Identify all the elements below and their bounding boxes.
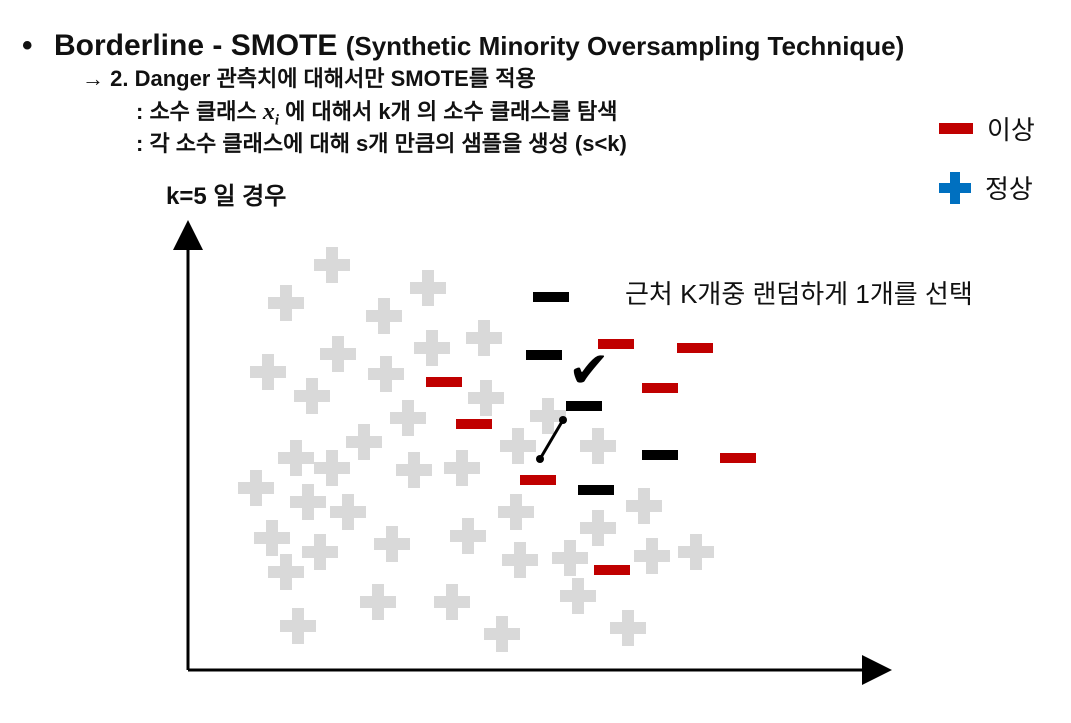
plus-icon xyxy=(552,540,588,576)
plus-icon xyxy=(268,554,304,590)
plus-icon xyxy=(468,380,504,416)
target-dot xyxy=(559,416,567,424)
origin-dot xyxy=(536,455,544,463)
plus-icon xyxy=(580,510,616,546)
plus-icon xyxy=(466,320,502,356)
plus-icon xyxy=(254,520,290,556)
plus-icon xyxy=(368,356,404,392)
page-title: Borderline - SMOTE xyxy=(54,29,338,62)
plus-icon xyxy=(294,378,330,414)
plus-icon xyxy=(610,610,646,646)
plus-icon xyxy=(580,428,616,464)
k-label: k=5 일 경우 xyxy=(166,183,287,210)
minority-minus-icon xyxy=(456,419,492,429)
plus-icon xyxy=(634,538,670,574)
plus-icon xyxy=(366,298,402,334)
minority-minus-icon xyxy=(426,377,462,387)
plus-icon xyxy=(484,616,520,652)
legend-item-normal: 정상 xyxy=(939,169,1033,206)
neighbor-minus-icon xyxy=(566,401,602,411)
plus-icon xyxy=(410,270,446,306)
minority-minus-icon xyxy=(642,383,678,393)
plus-icon xyxy=(278,440,314,476)
plus-icon xyxy=(290,484,326,520)
plus-icon xyxy=(320,336,356,372)
step-line: → 2. Danger 관측치에 대해서만 SMOTE를 적용 xyxy=(82,66,536,91)
plus-icon xyxy=(374,526,410,562)
description-1-prefix: : 소수 클래스 xyxy=(136,99,263,124)
plus-icon xyxy=(268,285,304,321)
neighbor-minus-icon xyxy=(578,485,614,495)
minority-minus-icon xyxy=(720,453,756,463)
legend-label-abnormal: 이상 xyxy=(987,115,1035,145)
math-subscript: i xyxy=(274,112,280,129)
plus-icon xyxy=(396,452,432,488)
plus-icon xyxy=(939,171,971,204)
math-variable: x xyxy=(262,99,275,125)
plus-icon xyxy=(414,330,450,366)
connection-line xyxy=(538,419,565,460)
legend-label-normal: 정상 xyxy=(985,174,1033,204)
plus-icon xyxy=(502,542,538,578)
minority-minus-icon xyxy=(520,475,556,485)
description-1-suffix: 에 대해서 k개 의 소수 클래스를 탐색 xyxy=(279,99,618,124)
plus-icon xyxy=(250,354,286,390)
plus-icon xyxy=(346,424,382,460)
majority-points xyxy=(238,247,714,652)
title-line: • Borderline - SMOTE (Synthetic Minority … xyxy=(22,31,904,61)
plus-icon xyxy=(280,608,316,644)
minority-minus-icon xyxy=(598,339,634,349)
checkmark-icon: ✔ xyxy=(568,341,610,399)
description-line-1: : 소수 클래스 xi 에 대해서 k개 의 소수 클래스를 탐색 xyxy=(136,100,617,128)
plus-icon xyxy=(626,488,662,524)
page-subtitle: (Synthetic Minority Oversampling Techniq… xyxy=(345,31,905,61)
plus-icon xyxy=(390,400,426,436)
plus-icon xyxy=(560,578,596,614)
plus-icon xyxy=(238,470,274,506)
plus-icon xyxy=(450,518,486,554)
minority-minus-icon xyxy=(677,343,713,353)
plus-icon xyxy=(434,584,470,620)
plus-icon xyxy=(500,428,536,464)
legend-item-abnormal: 이상 xyxy=(939,110,1035,147)
plus-icon xyxy=(330,494,366,530)
selection-annotation: 근처 K개중 랜덤하게 1개를 선택 xyxy=(625,279,973,309)
plus-icon xyxy=(444,450,480,486)
neighbor-minus-icon xyxy=(526,350,562,360)
minus-icon xyxy=(939,123,973,134)
plus-icon xyxy=(530,398,566,434)
plus-icon xyxy=(678,534,714,570)
plus-icon xyxy=(314,450,350,486)
neighbor-minus-icon xyxy=(642,450,678,460)
plus-icon xyxy=(314,247,350,283)
bullet-icon: • xyxy=(22,29,33,62)
plus-icon xyxy=(302,534,338,570)
description-line-2: : 각 소수 클래스에 대해 s개 만큼의 샘플을 생성 (s<k) xyxy=(136,131,627,156)
neighbor-minus-icon xyxy=(533,292,569,302)
minority-points xyxy=(426,292,756,575)
plus-icon xyxy=(360,584,396,620)
minority-minus-icon xyxy=(594,565,630,575)
plus-icon xyxy=(498,494,534,530)
